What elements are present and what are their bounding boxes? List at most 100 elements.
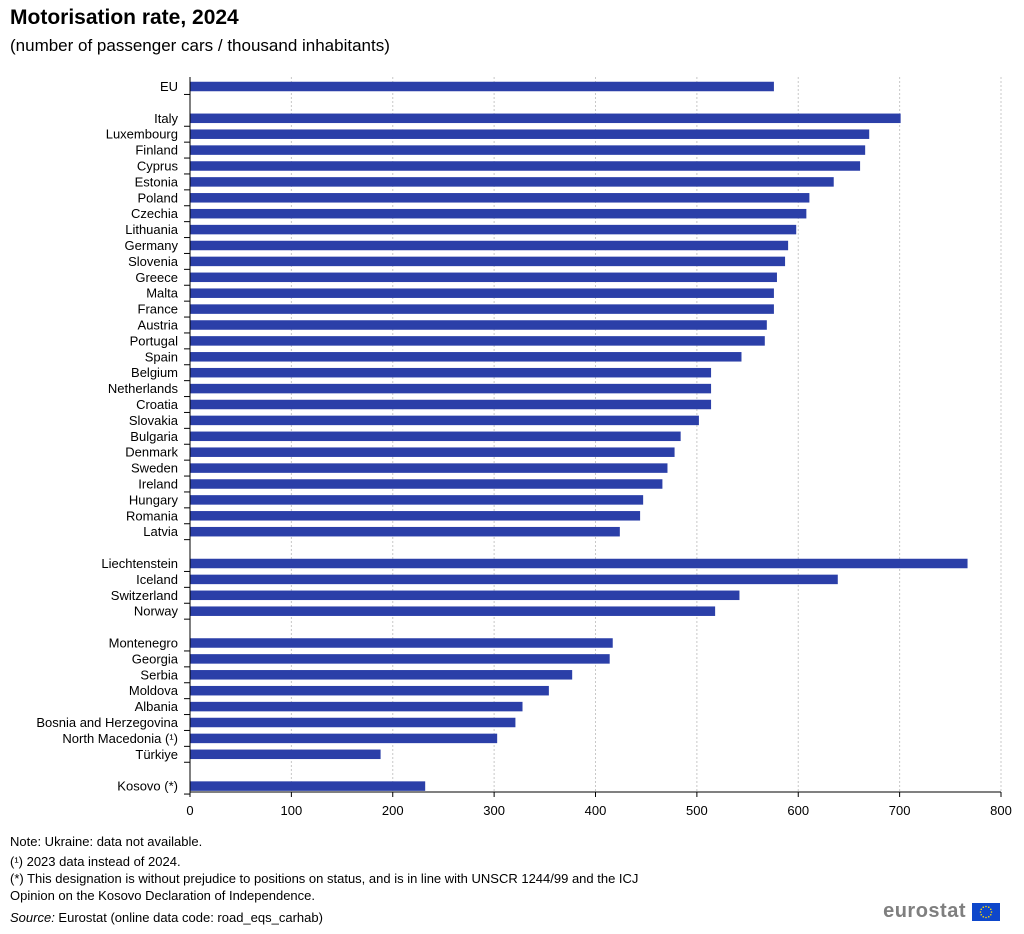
category-label: Poland xyxy=(138,190,178,205)
bar xyxy=(190,558,968,569)
category-label: Liechtenstein xyxy=(101,556,178,571)
bar xyxy=(190,606,716,616)
source-line: Source: Eurostat (online data code: road… xyxy=(10,909,323,926)
chart-subtitle: (number of passenger cars / thousand inh… xyxy=(10,36,390,55)
category-label: Italy xyxy=(154,111,178,126)
bar xyxy=(190,399,712,410)
bar xyxy=(190,781,426,791)
category-label: Cyprus xyxy=(137,159,179,174)
eu-flag-icon xyxy=(972,902,1000,921)
category-label: Latvia xyxy=(143,524,178,539)
category-label: Greece xyxy=(135,270,178,285)
x-tick-label: 600 xyxy=(787,803,809,818)
x-tick-label: 800 xyxy=(990,803,1012,818)
bar xyxy=(190,193,810,203)
bar xyxy=(190,526,620,537)
bar xyxy=(190,336,765,346)
category-label: Czechia xyxy=(131,206,179,221)
category-label: Moldova xyxy=(129,683,179,698)
bar xyxy=(190,717,516,728)
category-label: Türkiye xyxy=(135,747,178,762)
chart-title: Motorisation rate, 2024 xyxy=(10,6,239,29)
category-label: Kosovo (*) xyxy=(117,779,178,794)
note-kosovo-line1: (*) This designation is without prejudic… xyxy=(10,871,639,886)
bar xyxy=(190,638,613,648)
bar xyxy=(190,511,641,521)
category-label: Spain xyxy=(145,349,178,364)
x-tick-label: 0 xyxy=(186,803,193,818)
x-tick-label: 300 xyxy=(483,803,505,818)
bar xyxy=(190,288,774,298)
bar xyxy=(190,352,742,362)
category-label: Norway xyxy=(134,604,179,619)
category-label: North Macedonia (¹) xyxy=(62,731,178,746)
category-label: Austria xyxy=(138,318,179,333)
category-label: Bulgaria xyxy=(130,429,178,444)
bar xyxy=(190,224,797,235)
source-text: Eurostat (online data code: road_eqs_car… xyxy=(54,910,323,925)
bar xyxy=(190,495,644,505)
category-label: Denmark xyxy=(125,445,178,460)
bar xyxy=(190,240,789,251)
note-footnote-1: (¹) 2023 data instead of 2024. xyxy=(10,854,181,869)
category-label: Portugal xyxy=(130,333,179,348)
bar xyxy=(190,654,610,664)
bar xyxy=(190,208,807,219)
bar xyxy=(190,463,668,473)
category-label: Iceland xyxy=(136,572,178,587)
bar xyxy=(190,177,834,187)
bar xyxy=(190,113,901,124)
category-label: Croatia xyxy=(136,397,179,412)
x-tick-label: 700 xyxy=(889,803,911,818)
category-label: Sweden xyxy=(131,461,178,476)
x-tick-label: 100 xyxy=(281,803,303,818)
bar xyxy=(190,590,740,601)
category-label: Albania xyxy=(135,699,179,714)
bar xyxy=(190,447,675,457)
x-tick-label: 400 xyxy=(585,803,607,818)
eurostat-logo: eurostat xyxy=(883,900,1000,923)
x-tick-label: 200 xyxy=(382,803,404,818)
category-label: Switzerland xyxy=(111,588,178,603)
bar xyxy=(190,145,866,155)
category-label: Malta xyxy=(146,286,179,301)
category-label: Lithuania xyxy=(125,222,179,237)
bar xyxy=(190,383,712,394)
bar xyxy=(190,320,767,330)
bar xyxy=(190,129,870,139)
bar xyxy=(190,749,381,760)
bar xyxy=(190,304,774,314)
bar xyxy=(190,479,663,489)
bar xyxy=(190,685,549,696)
bar xyxy=(190,701,523,712)
category-label: Germany xyxy=(125,238,179,253)
category-label: Georgia xyxy=(132,651,179,666)
bar xyxy=(190,574,838,585)
eurostat-logo-text: eurostat xyxy=(883,900,966,922)
bar xyxy=(190,272,777,283)
bar xyxy=(190,431,681,442)
x-tick-label: 500 xyxy=(686,803,708,818)
category-label: Slovakia xyxy=(129,413,179,428)
category-label: Luxembourg xyxy=(106,127,178,142)
category-label: Netherlands xyxy=(108,381,179,396)
bar xyxy=(190,733,498,744)
category-label: Slovenia xyxy=(128,254,179,269)
category-label: France xyxy=(138,302,178,317)
category-label: Hungary xyxy=(129,492,179,507)
bar xyxy=(190,670,573,680)
note-kosovo-line2: Opinion on the Kosovo Declaration of Ind… xyxy=(10,888,315,903)
note-ukraine: Note: Ukraine: data not available. xyxy=(10,834,203,849)
category-label: EU xyxy=(160,79,178,94)
category-label: Montenegro xyxy=(109,636,178,651)
bar-chart: EU ItalyLuxembourgFinlandCyprusEstoniaPol… xyxy=(36,77,1012,818)
category-label: Estonia xyxy=(135,174,179,189)
bar xyxy=(190,367,712,378)
category-label: Serbia xyxy=(140,667,178,682)
bar xyxy=(190,81,774,92)
category-label: Romania xyxy=(126,508,179,523)
bar xyxy=(190,415,699,426)
category-label: Bosnia and Herzegovina xyxy=(36,715,178,730)
source-label: Source: xyxy=(10,910,55,925)
bar xyxy=(190,161,861,171)
